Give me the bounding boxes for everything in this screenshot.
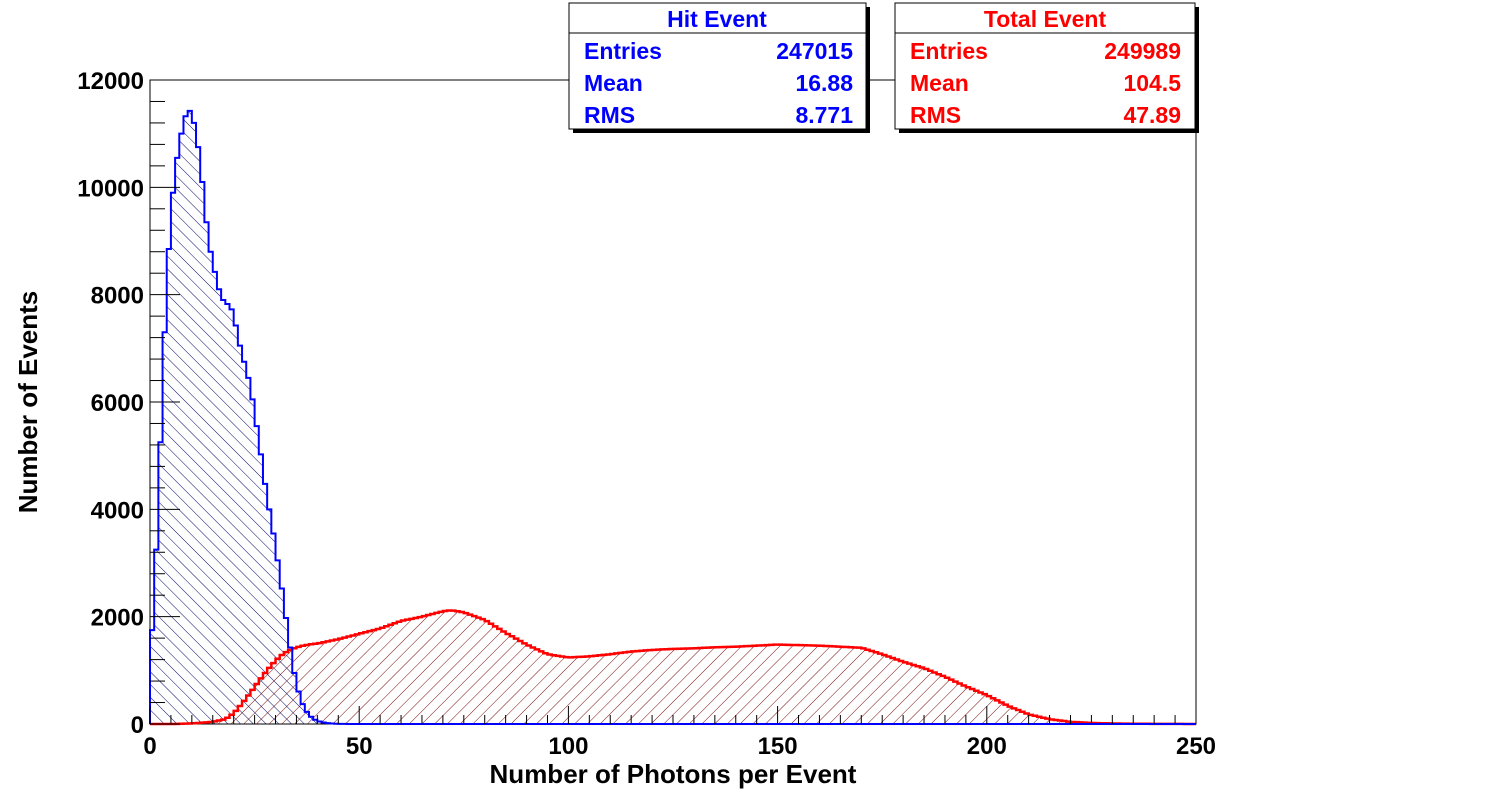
total-event-mean-value: 104.5: [1123, 70, 1181, 96]
total-event-line: [150, 609, 1196, 726]
hit-event-mean-value: 16.88: [795, 70, 853, 96]
x-axis-title: Number of Photons per Event: [490, 759, 857, 789]
y-tick-label: 6000: [91, 390, 144, 417]
total-event-stats-box: Total Event Entries 249989 Mean 104.5 RM…: [894, 2, 1199, 133]
x-tick-label: 100: [548, 733, 588, 760]
y-axis-ticks: 0 2000 4000 6000 8000 10000 12000: [77, 68, 180, 739]
x-axis-ticks: 0 50 100 150 200 250: [143, 706, 1216, 760]
hit-event-stats-box: Hit Event Entries 247015 Mean 16.88 RMS …: [568, 2, 870, 133]
x-tick-label: 200: [967, 733, 1007, 760]
hit-event-mean-label: Mean: [584, 70, 643, 96]
y-axis-title: Number of Events: [13, 291, 43, 514]
total-event-rms-value: 47.89: [1123, 102, 1181, 128]
y-tick-label: 10000: [77, 175, 144, 202]
plot-frame: [149, 79, 1197, 725]
hit-event-entries-value: 247015: [776, 38, 853, 64]
total-event-rms-label: RMS: [910, 102, 961, 128]
total-event-fill: [150, 610, 1196, 724]
hit-event-fill: [150, 110, 1196, 724]
y-tick-label: 8000: [91, 283, 144, 310]
y-tick-label: 4000: [91, 497, 144, 524]
total-event-entries-value: 249989: [1104, 38, 1181, 64]
total-event-stats-title: Total Event: [984, 6, 1107, 32]
y-tick-label: 0: [131, 712, 144, 739]
total-event-entries-label: Entries: [910, 38, 988, 64]
x-tick-label: 50: [346, 733, 373, 760]
x-tick-label: 0: [143, 733, 156, 760]
total-event-mean-label: Mean: [910, 70, 969, 96]
hit-event-rms-value: 8.771: [795, 102, 853, 128]
hit-event-line: [149, 109, 1196, 725]
hit-event-stats-title: Hit Event: [667, 6, 767, 32]
hit-event-rms-label: RMS: [584, 102, 635, 128]
y-tick-label: 2000: [91, 605, 144, 632]
y-tick-label: 12000: [77, 68, 144, 95]
x-tick-label: 150: [758, 733, 798, 760]
x-tick-label: 250: [1176, 733, 1216, 760]
hit-event-entries-label: Entries: [584, 38, 662, 64]
